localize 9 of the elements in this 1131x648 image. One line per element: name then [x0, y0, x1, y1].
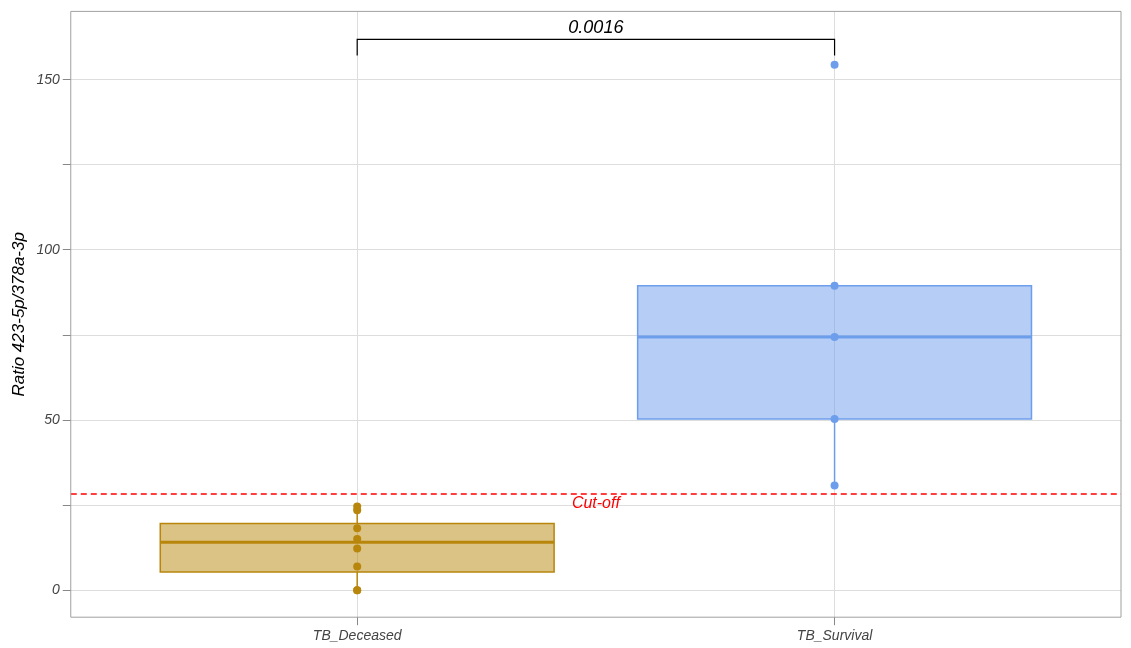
y-tick-label: 0 [51, 581, 60, 598]
x-tick-label: TB_Survival [796, 627, 874, 644]
annotation: 0.0016 [568, 17, 625, 38]
ref-line-label: Cut-off [571, 494, 622, 512]
y-tick-label: 150 [36, 70, 60, 87]
x-tick-label: TB_Deceased [312, 627, 403, 644]
y-axis-title: Ratio 423-5p/378a-3p [8, 232, 28, 397]
y-tick-label: 50 [44, 411, 60, 428]
y-tick-label: 100 [36, 240, 60, 257]
